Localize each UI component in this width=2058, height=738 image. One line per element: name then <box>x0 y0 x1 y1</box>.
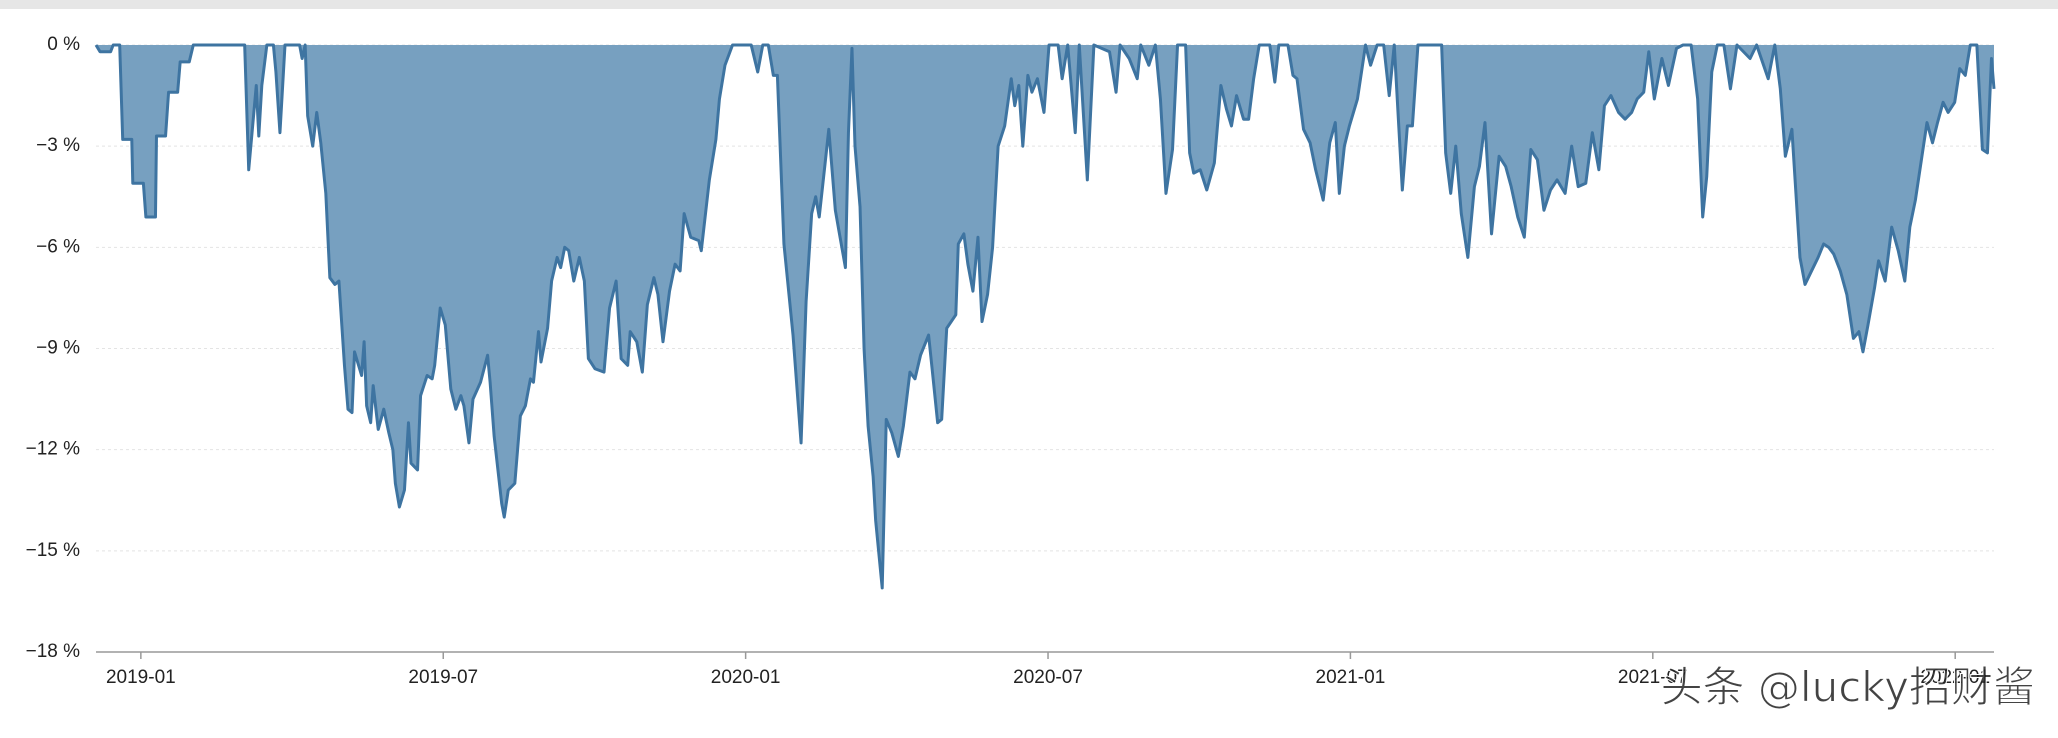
top-bar <box>0 0 2058 9</box>
x-tick-label: 2020-07 <box>1013 667 1083 688</box>
x-tick-label: 2022-01 <box>1920 667 1990 688</box>
area-line <box>94 43 1996 590</box>
y-tick-label: −3 % <box>36 135 80 156</box>
watermark: 头条 @lucky招财酱 <box>1661 663 2035 712</box>
x-tick-label: 2021-01 <box>1316 667 1386 688</box>
y-tick-label: 0 % <box>47 34 80 55</box>
y-tick-label: −6 % <box>36 236 80 257</box>
x-tick-label: 2020-01 <box>711 667 781 688</box>
y-tick-label: −18 % <box>26 641 81 662</box>
plot-area <box>94 43 1996 590</box>
x-tick-label: 2021-07 <box>1618 667 1688 688</box>
y-tick-label: −15 % <box>26 540 81 561</box>
x-tick-label: 2019-01 <box>106 667 176 688</box>
axes: 0 % −3 % −6 % −9 % −12 % −15 % −18 % 2019-01 201… <box>26 34 1994 688</box>
y-tick-label: −12 % <box>26 439 81 460</box>
y-tick-label: −9 % <box>36 338 80 359</box>
area-fill <box>96 45 1994 588</box>
x-tick-label: 2019-07 <box>408 667 478 688</box>
